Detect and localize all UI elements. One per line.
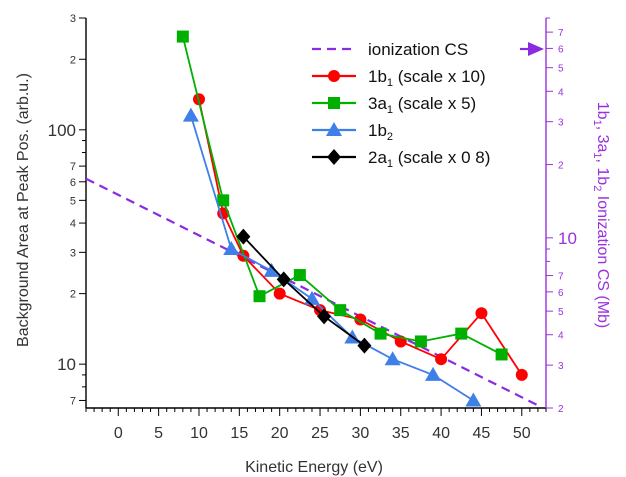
legend-label: 1b1 (scale x 10)	[368, 67, 486, 89]
y2-tick-label: 5	[558, 64, 564, 75]
data-point-3a1	[176, 30, 189, 43]
data-point-2a1	[317, 308, 332, 325]
y2-tick-label: 4	[558, 331, 564, 342]
y-tick-label: 3	[70, 247, 76, 259]
data-point-1b2	[465, 392, 482, 407]
data-point-3a1	[253, 290, 266, 303]
x-tick-label: 50	[513, 425, 531, 442]
y-tick-label: 2	[70, 289, 76, 301]
plot-frame	[85, 18, 547, 409]
y-tick-label: 3	[70, 13, 76, 25]
data-point-3a1	[217, 194, 230, 207]
series-ionization-cs	[85, 177, 539, 407]
y2-tick-label: 5	[558, 307, 564, 318]
data-point-1b1	[273, 287, 286, 300]
y2-tick-label: 2	[558, 161, 564, 172]
y-tick-label: 7	[70, 161, 76, 173]
series-line-ionization-cs	[85, 177, 539, 407]
x-tick-label: 5	[154, 425, 163, 442]
data-point-1b2	[182, 107, 199, 122]
data-point-3a1	[334, 304, 347, 317]
data-point-2a1	[276, 271, 291, 288]
series-1b2	[182, 107, 482, 407]
data-point-1b1	[475, 307, 488, 320]
data-point-3a1	[414, 335, 427, 348]
data-point-1b1	[515, 368, 528, 381]
y-axis-label: Background Area at Peak Pos. (arb.u.)	[15, 73, 32, 347]
y-tick-label: 5	[70, 195, 76, 207]
x-tick-label: 35	[392, 425, 410, 442]
x-tick-label: 15	[230, 425, 248, 442]
y-tick-label: 100	[48, 121, 76, 140]
data-point-1b2	[223, 241, 240, 256]
y-tick-label: 7	[70, 395, 76, 407]
legend-label: 2a1 (scale x 0 8)	[368, 148, 490, 170]
x-axis-label: Kinetic Energy (eV)	[245, 459, 383, 476]
y-axis-left: 7 10 2 3 4 5 6 7 100 2 3	[48, 13, 86, 407]
y-tick-label: 6	[70, 177, 76, 189]
series-line-2a1	[242, 236, 365, 347]
data-point-1b2	[425, 366, 442, 381]
y2-tick-label: 3	[558, 361, 564, 372]
x-tick-label: 45	[473, 425, 491, 442]
series-line-1b2	[190, 115, 474, 402]
legend-item-2a1: 2a1 (scale x 0 8)	[312, 148, 490, 170]
right-axis-arrow	[520, 42, 544, 56]
y-tick-label: 2	[70, 54, 76, 66]
series-layer	[85, 30, 539, 407]
data-point-3a1	[455, 327, 468, 340]
y2-tick-label: 2	[558, 404, 564, 415]
x-tick-label: 25	[311, 425, 329, 442]
y2-tick-label: 6	[558, 44, 564, 55]
y2-tick-label: 7	[558, 272, 564, 283]
y2-tick-label: 6	[558, 288, 564, 299]
y2-tick-label: 7	[558, 28, 564, 39]
y2-tick-label: 3	[558, 118, 564, 129]
data-point-1b1	[435, 353, 448, 366]
data-point-3a1	[495, 348, 508, 361]
data-point-3a1	[293, 269, 306, 282]
x-tick-label: 40	[432, 425, 450, 442]
data-point-1b2	[303, 290, 320, 305]
legend: ionization CS 1b1 (scale x 10) 3a1 (scale …	[312, 40, 544, 170]
data-point-1b1	[354, 313, 367, 326]
series-3a1	[176, 30, 508, 361]
arrow-head-icon	[528, 42, 544, 56]
x-axis: 0 5 10 15 20 25 30 35 40 45 50	[85, 408, 547, 442]
legend-marker	[327, 149, 341, 165]
y2-tick-label: 4	[558, 87, 564, 98]
y-axis-right: 2 3 4 5 6 7 10 2 3 4 5 6 7	[546, 17, 577, 415]
x-tick-label: 20	[271, 425, 289, 442]
data-point-1b2	[384, 351, 401, 366]
data-point-3a1	[374, 327, 387, 340]
legend-item-3a1: 3a1 (scale x 5)	[312, 94, 476, 116]
legend-label: ionization CS	[368, 40, 468, 59]
legend-item-1b1: 1b1 (scale x 10)	[312, 67, 486, 89]
data-point-2a1	[357, 337, 372, 354]
x-tick-label: 10	[190, 425, 208, 442]
data-point-1b2	[263, 262, 280, 277]
legend-item-1b2: 1b2	[312, 121, 393, 143]
data-point-2a1	[236, 228, 251, 245]
legend-item-ionization-cs: ionization CS	[312, 40, 468, 59]
y-tick-label: 10	[57, 355, 76, 374]
x-tick-label: 0	[114, 425, 123, 442]
legend-label: 3a1 (scale x 5)	[368, 94, 476, 116]
y2-tick-label: 10	[558, 229, 577, 248]
legend-marker	[328, 97, 340, 109]
y-tick-label: 4	[70, 218, 76, 230]
legend-label: 1b2	[368, 121, 393, 143]
legend-marker	[328, 70, 340, 82]
series-2a1	[236, 228, 372, 354]
x-tick-label: 30	[351, 425, 369, 442]
y2-axis-label: 1b1, 3a1, 1b2 Ionization CS (Mb)	[591, 102, 611, 328]
legend-marker	[326, 122, 342, 136]
